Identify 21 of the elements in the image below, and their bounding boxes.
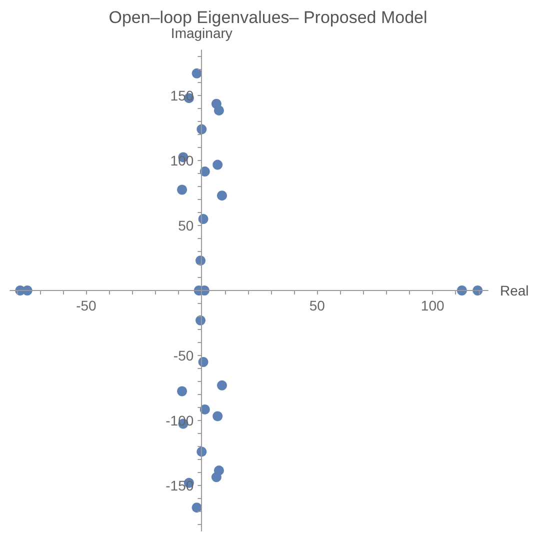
point [177,184,188,195]
point [214,105,224,116]
point [192,502,202,513]
x-tick-label: 100 [420,298,444,314]
point [216,190,227,201]
y-axis-title: Imaginary [170,25,232,41]
y-tick-label: 100 [170,152,194,168]
chart-title: Open–loop Eigenvalues– Proposed Model [108,8,428,27]
y-tick-label: 50 [178,218,194,234]
point [177,386,188,396]
y-tick-label: -100 [166,412,194,428]
y-tick-label: -150 [166,478,194,494]
x-tick-label: 50 [309,298,326,314]
point [216,380,227,390]
point [211,472,222,482]
point [212,160,223,170]
y-tick-label: -50 [173,348,194,364]
point [212,411,223,422]
x-axis-title: Real [500,282,529,298]
x-tick-label: -50 [76,298,97,314]
point [192,68,202,78]
